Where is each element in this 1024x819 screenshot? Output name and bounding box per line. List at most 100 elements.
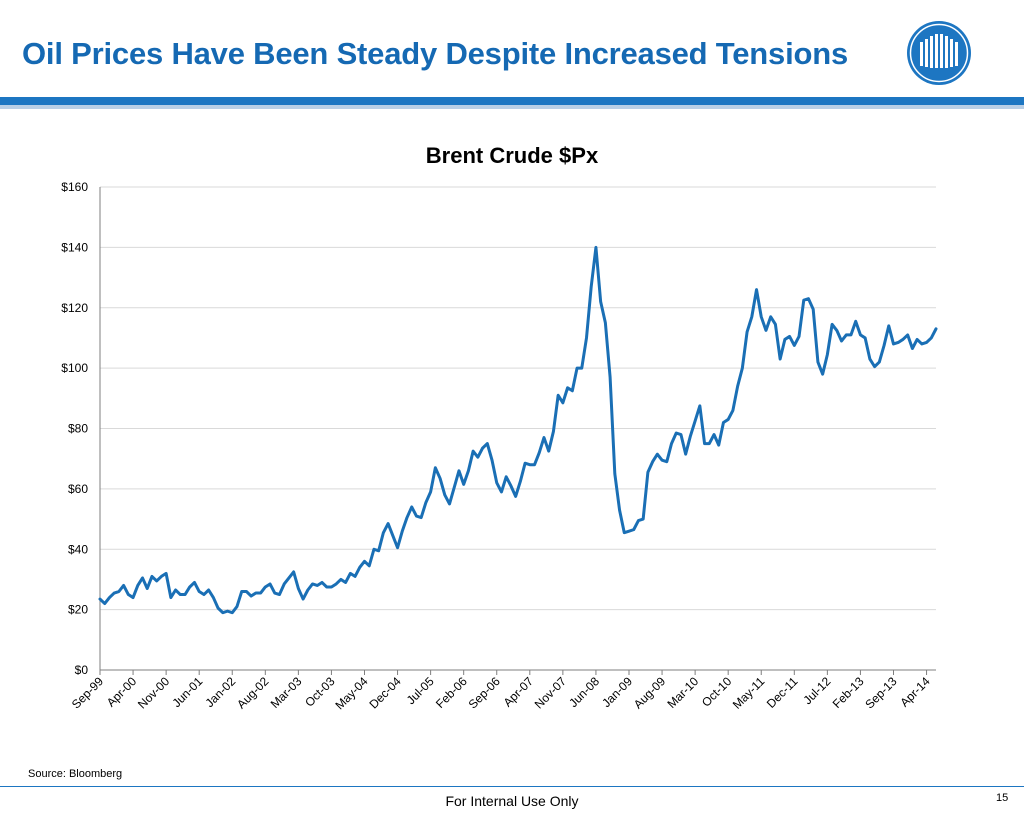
- data-point: [496, 482, 498, 484]
- data-point: [411, 506, 413, 508]
- x-tick-label: Apr-00: [104, 674, 140, 710]
- data-point: [127, 593, 129, 595]
- data-point: [382, 531, 384, 533]
- data-point: [533, 464, 535, 466]
- data-point: [519, 480, 521, 482]
- data-point: [368, 565, 370, 567]
- data-point: [930, 337, 932, 339]
- data-point: [769, 316, 771, 318]
- data-point: [212, 596, 214, 598]
- data-point: [902, 338, 904, 340]
- data-point: [259, 592, 261, 594]
- data-point: [529, 464, 531, 466]
- brent-price-line: [98, 245, 938, 615]
- y-tick-label: $60: [68, 482, 88, 496]
- data-point: [283, 583, 285, 585]
- data-point: [122, 584, 124, 586]
- data-point: [812, 308, 814, 310]
- data-point: [538, 451, 540, 453]
- data-point: [614, 473, 616, 475]
- data-point: [661, 459, 663, 461]
- x-tick-label: Jan-02: [203, 674, 239, 710]
- x-tick-label: Feb-06: [433, 674, 470, 711]
- data-point: [869, 358, 871, 360]
- x-tick-label: Apr-14: [897, 674, 933, 710]
- data-point: [236, 605, 238, 607]
- data-point: [363, 560, 365, 562]
- data-point: [207, 589, 209, 591]
- data-point: [694, 420, 696, 422]
- data-point: [174, 589, 176, 591]
- data-point: [892, 343, 894, 345]
- data-point: [321, 581, 323, 583]
- y-tick-labels: $0 $20 $40 $60 $80 $100 $120 $140 $160: [61, 180, 88, 677]
- data-point: [817, 361, 819, 363]
- data-point: [524, 462, 526, 464]
- data-point: [264, 586, 266, 588]
- data-point: [755, 288, 757, 290]
- data-point: [793, 344, 795, 346]
- data-point: [340, 578, 342, 580]
- x-tick-label: Aug-09: [631, 674, 668, 711]
- x-tick-label: Jan-09: [599, 674, 635, 710]
- data-point: [255, 592, 257, 594]
- data-point: [746, 331, 748, 333]
- data-point: [288, 577, 290, 579]
- data-point: [906, 334, 908, 336]
- data-point: [217, 607, 219, 609]
- data-point: [297, 587, 299, 589]
- data-point: [359, 566, 361, 568]
- data-point: [203, 593, 205, 595]
- data-point: [113, 592, 115, 594]
- data-point: [736, 385, 738, 387]
- y-tick-label: $40: [68, 542, 88, 556]
- data-point: [141, 577, 143, 579]
- data-point: [354, 575, 356, 577]
- data-point: [316, 584, 318, 586]
- data-point: [420, 516, 422, 518]
- data-point: [415, 515, 417, 517]
- data-point: [406, 516, 408, 518]
- series-layer: [98, 245, 938, 615]
- data-point: [245, 590, 247, 592]
- x-tick-label: Jul-05: [404, 674, 437, 707]
- x-tick-label: May-04: [332, 674, 370, 712]
- data-point: [647, 471, 649, 473]
- data-point: [311, 583, 313, 585]
- data-point: [566, 387, 568, 389]
- data-point: [514, 495, 516, 497]
- data-point: [548, 450, 550, 452]
- data-point: [642, 518, 644, 520]
- data-point: [396, 547, 398, 549]
- data-point: [189, 586, 191, 588]
- header-bar-underline: [0, 105, 1024, 109]
- data-point: [193, 581, 195, 583]
- data-point: [500, 491, 502, 493]
- chart-title: Brent Crude $Px: [425, 143, 599, 168]
- data-point: [179, 593, 181, 595]
- x-tick-label: Feb-13: [830, 674, 867, 711]
- data-point: [803, 299, 805, 301]
- data-point: [864, 337, 866, 339]
- data-point: [146, 587, 148, 589]
- data-point: [798, 335, 800, 337]
- data-point: [429, 491, 431, 493]
- data-point: [571, 390, 573, 392]
- data-point: [831, 323, 833, 325]
- x-tick-labels: Sep-99Apr-00Nov-00Jun-01Jan-02Aug-02Mar-…: [69, 674, 933, 712]
- data-point: [779, 358, 781, 360]
- x-tick-label: Sep-99: [69, 674, 106, 711]
- data-point: [349, 572, 351, 574]
- data-point: [552, 430, 554, 432]
- data-point: [439, 477, 441, 479]
- data-point: [604, 322, 606, 324]
- data-point: [590, 285, 592, 287]
- source-note: Source: Bloomberg: [28, 768, 123, 780]
- data-point: [453, 486, 455, 488]
- data-point: [472, 450, 474, 452]
- data-point: [491, 459, 493, 461]
- data-point: [666, 461, 668, 463]
- data-point: [543, 436, 545, 438]
- data-point: [240, 590, 242, 592]
- x-tick-label: Nov-07: [532, 674, 569, 711]
